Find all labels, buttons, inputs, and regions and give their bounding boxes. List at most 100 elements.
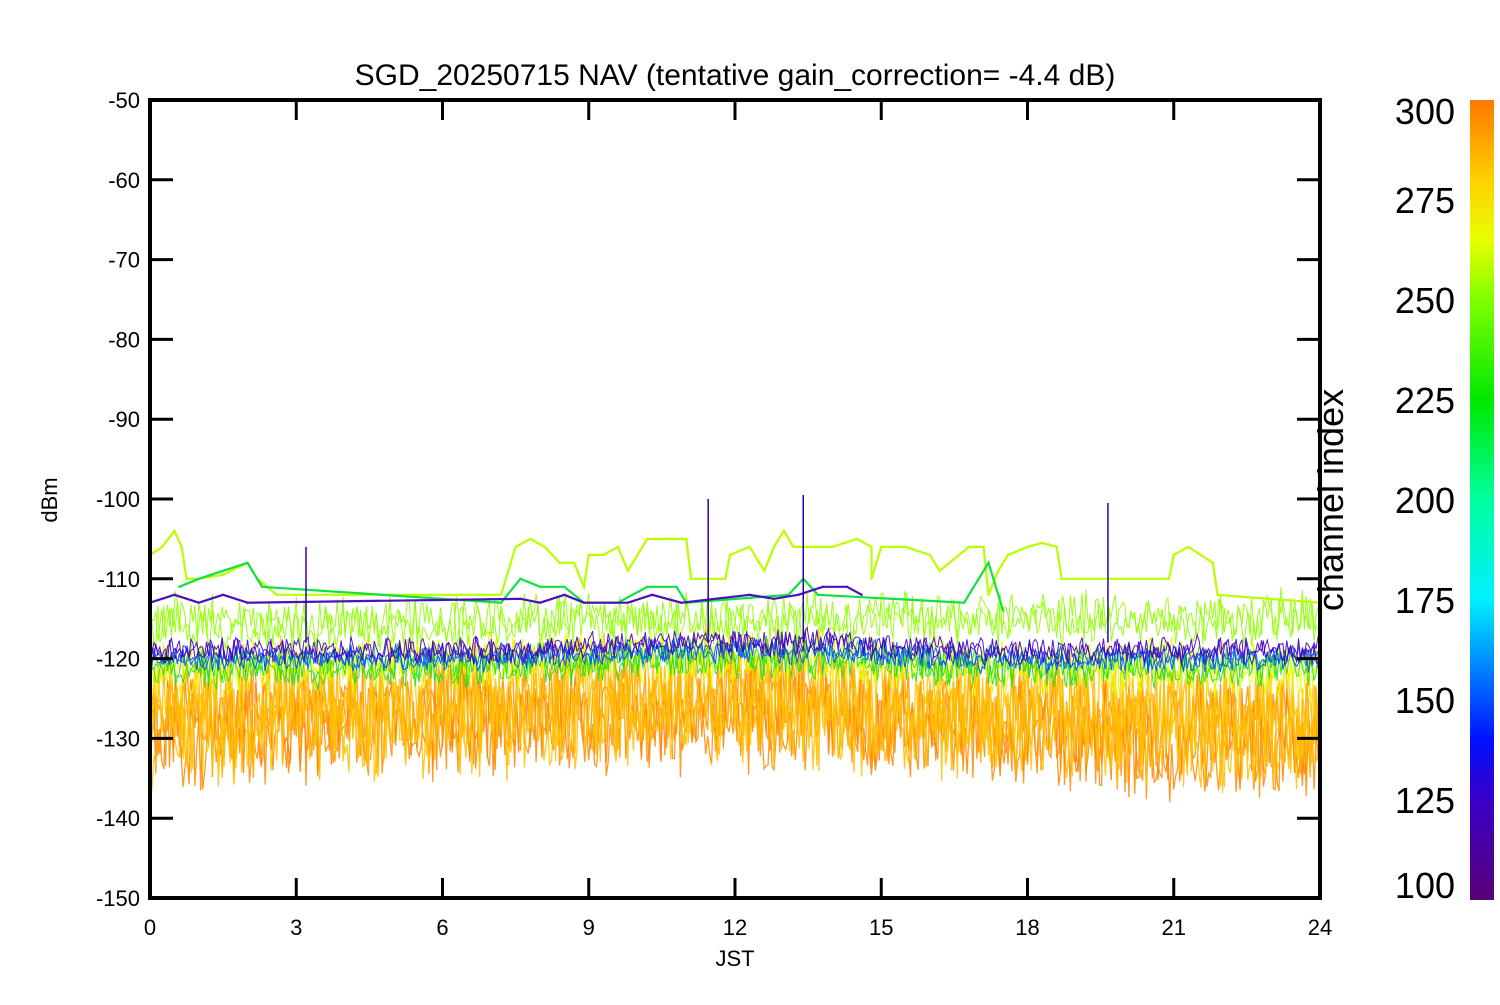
data-point [602,553,605,557]
y-tick-label: -60 [108,168,140,193]
data-point [626,569,629,572]
data-point [982,545,985,549]
data-point [763,569,766,572]
data-point [987,561,990,564]
data-point [221,593,225,596]
data-point [221,569,225,572]
series-ch-115-purple-bumps [150,585,863,604]
colorbar-tick-label: 100 [1395,865,1455,906]
data-point [1167,577,1171,580]
data-point [870,545,873,549]
data-point [821,585,824,588]
data-point [1172,553,1176,557]
data-point [831,545,834,549]
data-point [689,577,693,580]
data-point [938,569,941,572]
data-point [997,569,1000,572]
y-tick-label: -110 [98,567,140,592]
data-point [962,601,966,604]
data-point [587,553,590,557]
data-point [665,537,668,541]
y-tick-label: -80 [108,327,140,352]
data-point [772,597,776,600]
data-point [685,537,688,541]
chart-title: SGD_20250715 NAV (tentative gain_correct… [355,59,1116,92]
data-point [680,601,683,604]
data-point [529,537,532,541]
colorbar-tick-label: 250 [1395,280,1455,321]
y-tick-label: -140 [96,806,140,831]
data-point [246,601,249,604]
data-point [519,577,522,580]
series-ch-258-strong-signal [150,528,1320,604]
x-tick-label: 3 [290,915,302,940]
data-point [563,593,566,596]
y-tick-label: -150 [96,886,140,911]
data-point [797,593,800,596]
data-point [845,585,849,588]
data-point [246,561,249,564]
data-point [221,573,225,576]
data-point [572,561,576,564]
y-tick-label: -90 [108,407,140,432]
data-point [582,585,586,588]
colorbar [1470,100,1494,900]
data-point [173,593,176,596]
data-point [499,601,503,604]
data-point [543,545,547,549]
data-point [650,593,654,596]
data-point [558,561,561,564]
data-point [1055,545,1059,549]
data-point [855,537,859,541]
data-point [1187,545,1190,549]
data-point [616,545,620,549]
colorbar-tick-label: 175 [1395,580,1455,621]
data-point [1216,593,1219,596]
plot-frame [148,98,1322,900]
data-point [185,577,188,580]
y-tick-label: -50 [108,88,140,113]
data-point [197,601,200,604]
data-point [1006,553,1010,557]
data-point [880,545,883,549]
data-point [499,593,503,596]
data-point [178,585,181,588]
data-point [948,561,951,564]
y-axis-label: dBm [37,477,62,522]
data-point [748,545,751,549]
data-point [626,601,629,604]
data-point [582,601,586,604]
y-tick-label: -120 [96,647,140,672]
data-point [519,597,522,600]
data-point [987,593,990,596]
data-point [275,593,278,596]
series-line [150,636,1320,673]
colorbar-ticks: 300 275 250 225 200 175 150 125 100 [1395,91,1455,906]
series-line [150,585,863,604]
data-point [1026,545,1029,549]
x-tick-label: 0 [144,915,156,940]
colorbar-tick-label: 275 [1395,180,1455,221]
data-point [1060,577,1063,580]
data-point [563,585,566,588]
y-tick-label: -100 [96,487,140,512]
x-tick-label: 24 [1308,915,1332,940]
series-impulse-spikes [305,495,1109,643]
y-tick-label: -130 [96,726,140,751]
x-tick-label: 15 [869,915,893,940]
colorbar-tick-label: 200 [1395,480,1455,521]
colorbar-label: channel index [1310,389,1351,611]
data-point [538,601,542,604]
data-point [860,593,863,596]
data-point [173,529,176,533]
data-point [782,529,785,533]
data-point [636,553,639,557]
y-axis-ticks: -50 -60 -70 -80 -90 -100 -110 -120 -130 -140 -150 [96,88,1320,911]
x-axis-ticks: 0 3 6 9 12 15 18 21 24 [144,100,1332,940]
series-ch-250-green [150,587,1320,652]
series-line [150,629,1320,667]
colorbar-tick-label: 225 [1395,380,1455,421]
data-point [1211,561,1215,564]
data-point [646,585,649,588]
